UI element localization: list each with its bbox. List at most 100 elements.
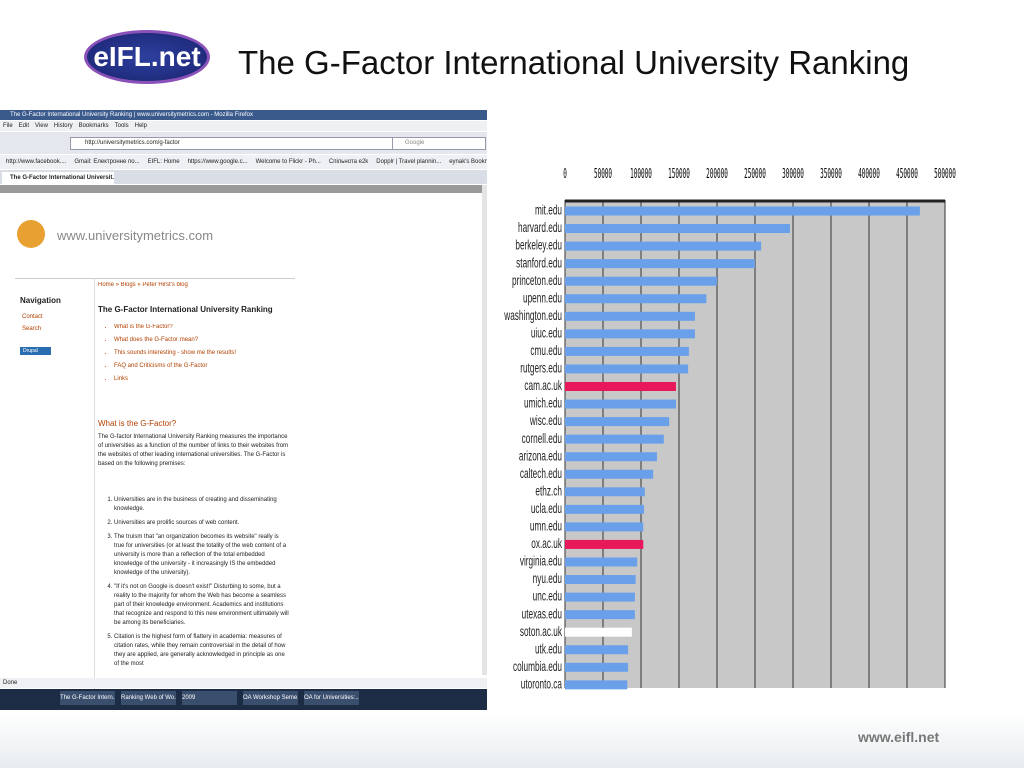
y-tick-label: rutgers.edu — [520, 362, 562, 377]
premise: Universities are in the business of crea… — [114, 496, 290, 514]
bar — [565, 610, 635, 620]
bar — [565, 259, 755, 269]
menu-bar: File Edit View History Bookmarks Tools Help — [0, 121, 487, 131]
menu-item[interactable]: History — [53, 123, 73, 129]
y-tick-label: utexas.edu — [522, 607, 562, 622]
bar — [565, 311, 695, 321]
x-tick-label: 200000 — [706, 168, 728, 182]
bar — [565, 680, 628, 690]
drupal-badge[interactable]: Drupal — [20, 347, 51, 355]
y-tick-label: mit.edu — [535, 204, 562, 219]
bar — [565, 522, 644, 532]
y-tick-label: washington.edu — [504, 309, 562, 324]
bar — [565, 294, 707, 304]
y-tick-label: ox.ac.uk — [531, 537, 562, 552]
bookmark[interactable]: eynak's Bookmarks on... — [449, 159, 487, 165]
nav-links: Contact Search — [22, 311, 43, 335]
menu-item[interactable]: Edit — [18, 123, 30, 129]
bar — [565, 206, 920, 216]
bar — [565, 662, 629, 672]
slide-title: The G-Factor International University Ra… — [238, 44, 910, 81]
premise: Citation is the highest form of flattery… — [114, 633, 290, 669]
bookmark[interactable]: Gmail: Електронне по... — [74, 159, 140, 165]
divider — [15, 278, 295, 279]
taskbar-item[interactable]: The G-Factor Intern... — [60, 691, 115, 706]
toc-link[interactable]: Links — [114, 376, 236, 382]
y-tick-label: arizona.edu — [519, 449, 562, 464]
toc: What is the G-Factor? What does the G-Fac… — [100, 324, 236, 389]
site-name: www.universitymetrics.com — [57, 228, 214, 243]
bar — [565, 346, 689, 356]
x-tick-label: 400000 — [858, 168, 880, 182]
taskbar-item[interactable]: Ranking Web of Wo... — [121, 691, 176, 706]
bar — [565, 575, 636, 585]
scrollbar — [482, 185, 487, 675]
x-tick-label: 300000 — [782, 168, 804, 182]
y-tick-label: soton.ac.uk — [520, 625, 562, 640]
y-tick-label: upenn.edu — [523, 291, 562, 306]
bookmark[interactable]: Спільнота e2k — [328, 159, 369, 165]
bar — [565, 504, 645, 514]
x-tick-label: 150000 — [668, 168, 690, 182]
toc-link[interactable]: What does the G-Factor mean? — [114, 337, 236, 343]
nav-bar: http://universitymetrics.com/g-factor Go… — [0, 132, 487, 154]
x-tick-label: 250000 — [744, 168, 766, 182]
toc-link[interactable]: This sounds interesting - show me the re… — [114, 350, 236, 356]
bookmark[interactable]: https://www.google.c... — [187, 159, 248, 165]
x-tick-label: 500000 — [934, 168, 956, 182]
y-tick-label: umn.edu — [530, 520, 562, 535]
tab[interactable]: The G-Factor International Universit... — [2, 172, 114, 184]
taskbar-item[interactable]: OA for Universities:... — [304, 691, 359, 706]
bookmark[interactable]: http://www.facebook.... — [6, 159, 67, 165]
y-tick-label: berkeley.edu — [515, 239, 562, 254]
search-field: Google — [392, 137, 486, 150]
premise: Universities are prolific sources of web… — [114, 519, 290, 528]
bar — [565, 417, 670, 427]
premises: Universities are in the business of crea… — [100, 496, 290, 674]
y-tick-label: nyu.edu — [533, 572, 562, 587]
nav-link[interactable]: Contact — [22, 314, 43, 320]
menu-item[interactable]: Bookmarks — [78, 123, 109, 129]
tab-bar: The G-Factor International Universit... — [0, 170, 487, 184]
menu-item[interactable]: Help — [134, 123, 147, 129]
y-tick-label: cornell.edu — [522, 432, 562, 447]
toc-link[interactable]: FAQ and Criticisms of the G-Factor — [114, 363, 236, 369]
menu-item[interactable]: Tools — [114, 123, 129, 129]
bookmark[interactable]: EIFL: Home — [147, 159, 180, 165]
bookmark[interactable]: Welcome to Flickr - Ph... — [255, 159, 321, 165]
y-tick-label: wisc.edu — [529, 414, 562, 429]
logo: eIFL.net — [84, 30, 210, 84]
sidebar-rule — [94, 278, 95, 710]
y-tick-label: stanford.edu — [516, 256, 562, 271]
bookmark[interactable]: Dopplr | Travel plannin... — [376, 159, 442, 165]
bar — [565, 645, 629, 655]
nav-link[interactable]: Search — [22, 326, 42, 332]
y-tick-label: uiuc.edu — [531, 327, 562, 342]
y-tick-label: cmu.edu — [530, 344, 562, 359]
taskbar-item[interactable]: 2009 — [182, 691, 237, 706]
title-bar: The G-Factor International University Ra… — [0, 110, 487, 120]
browser-screenshot: The G-Factor International University Ra… — [0, 110, 487, 710]
menu-item[interactable]: File — [3, 123, 13, 129]
toc-link[interactable]: What is the G-Factor? — [114, 324, 236, 330]
taskbar-item[interactable]: OA Workshop Seme... — [243, 691, 298, 706]
page-title: The G-Factor International University Ra… — [98, 305, 273, 314]
y-tick-label: caltech.edu — [520, 467, 562, 482]
menu-item[interactable]: View — [35, 123, 48, 129]
page-header — [0, 185, 482, 193]
breadcrumb[interactable]: Home » Blogs » Peter Hirst's blog — [98, 282, 188, 288]
logo-text: eIFL.net — [93, 41, 201, 72]
bar — [565, 382, 676, 391]
y-tick-label: cam.ac.uk — [524, 379, 562, 394]
premise: "If it's not on Google is doesn't exist!… — [114, 583, 290, 628]
bar — [565, 241, 762, 251]
bar — [565, 487, 645, 497]
taskbar: The G-Factor Intern... Ranking Web of Wo.… — [0, 689, 487, 710]
status-bar: Done — [0, 678, 487, 688]
y-tick-label: ucla.edu — [531, 502, 562, 517]
y-tick-label: utk.edu — [535, 642, 562, 657]
intro: The G-factor International University Ra… — [98, 434, 289, 467]
bar — [565, 627, 632, 637]
